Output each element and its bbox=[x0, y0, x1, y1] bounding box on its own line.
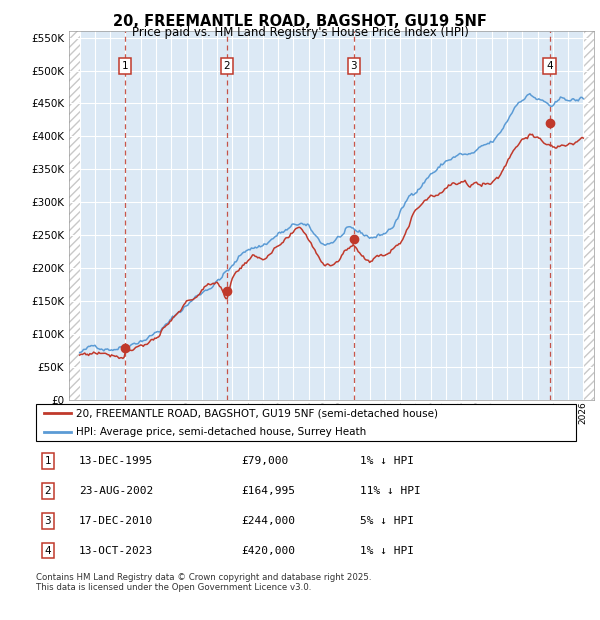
Text: 13-OCT-2023: 13-OCT-2023 bbox=[79, 546, 154, 556]
Text: £164,995: £164,995 bbox=[241, 486, 295, 496]
Text: 11% ↓ HPI: 11% ↓ HPI bbox=[360, 486, 421, 496]
Text: 20, FREEMANTLE ROAD, BAGSHOT, GU19 5NF: 20, FREEMANTLE ROAD, BAGSHOT, GU19 5NF bbox=[113, 14, 487, 29]
Text: 1% ↓ HPI: 1% ↓ HPI bbox=[360, 546, 414, 556]
Text: 17-DEC-2010: 17-DEC-2010 bbox=[79, 516, 154, 526]
Text: 1: 1 bbox=[44, 456, 51, 466]
Bar bbox=[583, 31, 594, 400]
Text: 23-AUG-2002: 23-AUG-2002 bbox=[79, 486, 154, 496]
Text: 1% ↓ HPI: 1% ↓ HPI bbox=[360, 456, 414, 466]
Text: 20, FREEMANTLE ROAD, BAGSHOT, GU19 5NF (semi-detached house): 20, FREEMANTLE ROAD, BAGSHOT, GU19 5NF (… bbox=[77, 408, 439, 418]
Text: Price paid vs. HM Land Registry's House Price Index (HPI): Price paid vs. HM Land Registry's House … bbox=[131, 26, 469, 39]
Text: HPI: Average price, semi-detached house, Surrey Heath: HPI: Average price, semi-detached house,… bbox=[77, 427, 367, 436]
Text: 4: 4 bbox=[44, 546, 51, 556]
Text: £244,000: £244,000 bbox=[241, 516, 295, 526]
Text: 1: 1 bbox=[122, 61, 128, 71]
Text: 4: 4 bbox=[547, 61, 553, 71]
Text: 13-DEC-1995: 13-DEC-1995 bbox=[79, 456, 154, 466]
Text: £420,000: £420,000 bbox=[241, 546, 295, 556]
Text: 5% ↓ HPI: 5% ↓ HPI bbox=[360, 516, 414, 526]
Text: 2: 2 bbox=[224, 61, 230, 71]
Text: 3: 3 bbox=[44, 516, 51, 526]
Text: £79,000: £79,000 bbox=[241, 456, 289, 466]
Text: 2: 2 bbox=[44, 486, 51, 496]
Bar bbox=[69, 31, 80, 400]
Text: Contains HM Land Registry data © Crown copyright and database right 2025.
This d: Contains HM Land Registry data © Crown c… bbox=[36, 573, 371, 592]
Text: 3: 3 bbox=[350, 61, 357, 71]
FancyBboxPatch shape bbox=[36, 404, 576, 441]
